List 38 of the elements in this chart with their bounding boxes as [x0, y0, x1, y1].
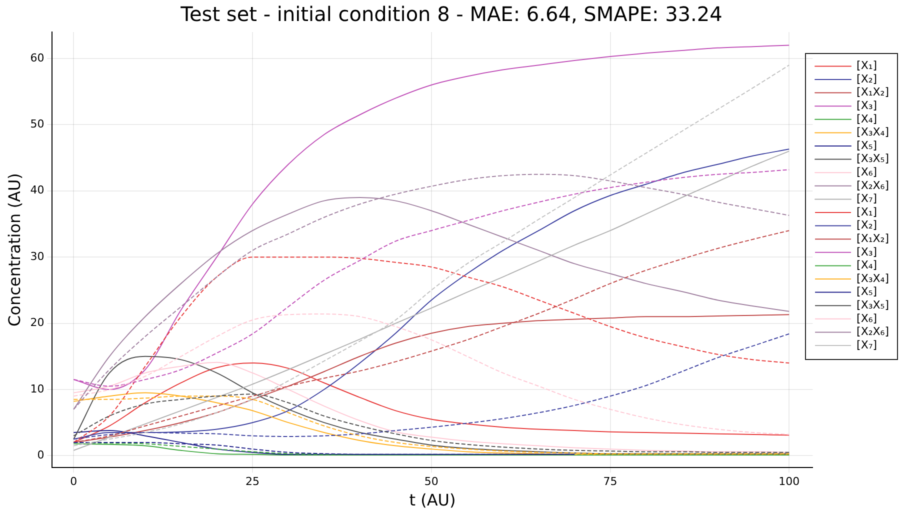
x-tick-label: 75: [603, 475, 618, 488]
legend-label: [X₁]: [856, 59, 878, 72]
legend-label: [X₂X₆]: [856, 325, 890, 338]
legend-label: [X₇]: [856, 192, 878, 206]
legend-label: [X₃X₄]: [856, 272, 890, 285]
x-tick-label: 0: [70, 475, 78, 488]
legend-label: [X₂X₆]: [856, 178, 890, 192]
y-axis-title: Concentration (AU): [4, 173, 24, 327]
line-series: [73, 64, 790, 446]
y-tick-label: 60: [30, 51, 44, 64]
legend-label: [X₃]: [856, 98, 878, 112]
y-tick-label: 40: [30, 184, 44, 197]
chart-title: Test set - initial condition 8 - MAE: 6.64, SMAPE: 33.24: [180, 2, 722, 26]
y-tick-label: 50: [30, 118, 44, 131]
y-tick-label: 30: [30, 250, 44, 263]
y-tick-label: 10: [30, 382, 44, 396]
legend-label: [X₃X₄]: [856, 126, 890, 139]
legend-label: [X₂]: [856, 72, 878, 86]
x-tick-label: 100: [778, 475, 800, 488]
y-tick-label: 20: [30, 316, 44, 330]
legend-label: [X₁X₂]: [856, 86, 890, 99]
y-tick-label: 0: [37, 448, 44, 462]
legend-label: [X₁X₂]: [856, 232, 890, 245]
legend-label: [X₁]: [856, 205, 878, 218]
legend-label: [X₄]: [856, 258, 878, 272]
legend-label: [X₆]: [856, 312, 878, 325]
legend-label: [X₅]: [856, 138, 878, 152]
legend-label: [X₅]: [856, 285, 878, 298]
legend-label: [X₇]: [856, 338, 878, 352]
legend-label: [X₂]: [856, 218, 878, 232]
legend-label: [X₃]: [856, 245, 878, 258]
legend-label: [X₄]: [856, 112, 878, 126]
x-axis-title: t (AU): [409, 490, 456, 510]
x-tick-label: 50: [424, 475, 438, 488]
legend-label: [X₃X₅]: [856, 152, 890, 166]
legend-label: [X₆]: [856, 165, 878, 178]
legend-label: [X₃X₅]: [856, 298, 890, 312]
x-tick-label: 25: [246, 475, 260, 488]
